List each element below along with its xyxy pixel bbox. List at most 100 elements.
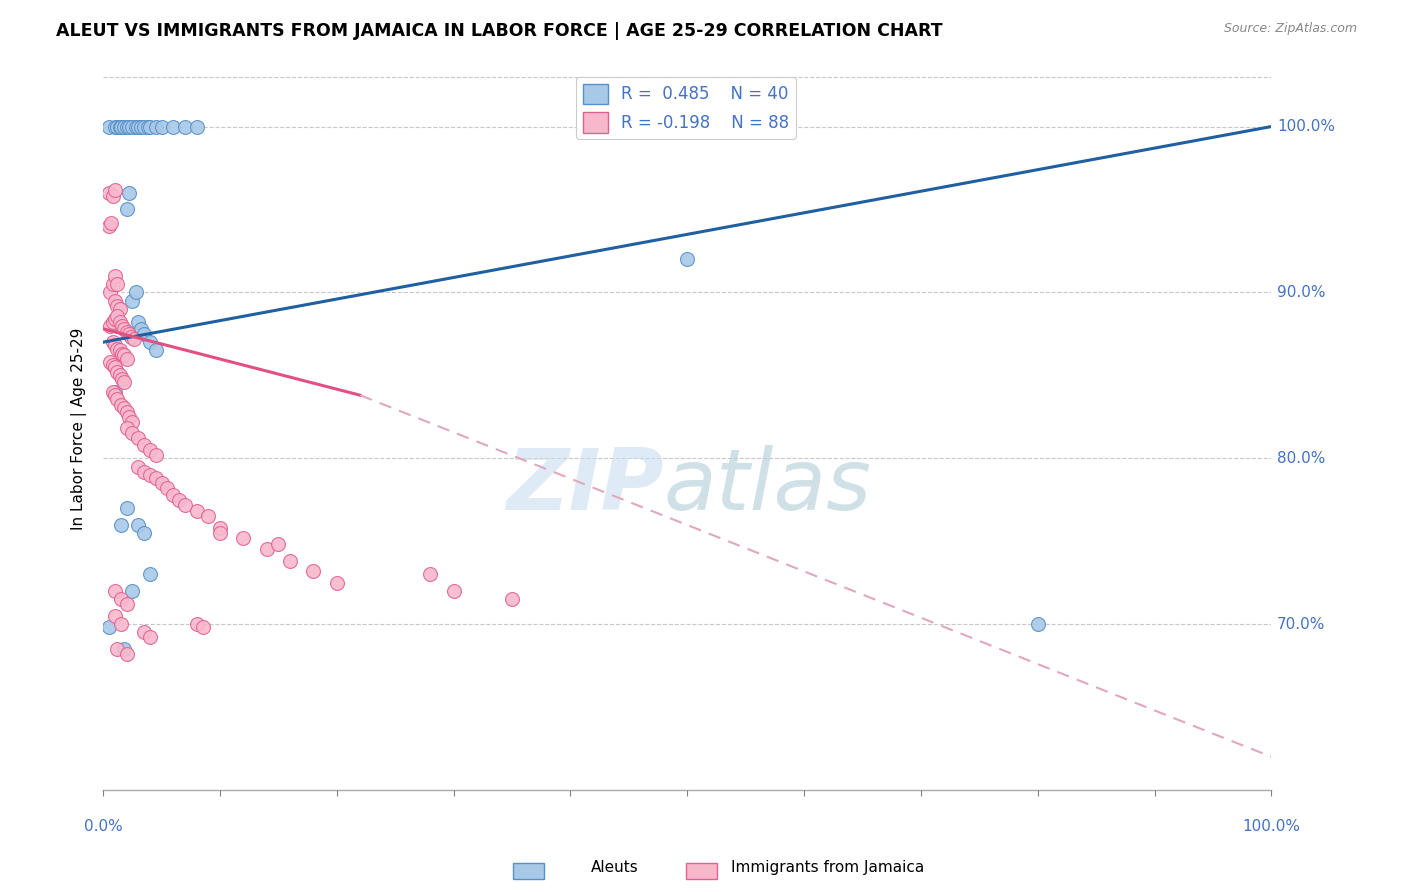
Point [121, 583, 143, 598]
Point [139, 467, 162, 482]
Point [115, 120, 138, 134]
Point [112, 375, 135, 389]
Point [150, 476, 173, 491]
Point [105, 120, 128, 134]
Point [115, 202, 138, 217]
Point [186, 617, 208, 632]
Text: atlas: atlas [664, 445, 872, 528]
Point [112, 401, 135, 416]
Point [111, 347, 134, 361]
Point [98, 186, 121, 200]
Point [208, 521, 231, 535]
Point [111, 318, 134, 333]
Point [105, 277, 128, 292]
Point [104, 359, 127, 374]
Point [100, 216, 122, 230]
Point [104, 312, 127, 326]
Point [122, 332, 145, 346]
Point [156, 481, 179, 495]
Point [112, 120, 135, 134]
Point [98, 620, 121, 634]
Point [150, 120, 173, 134]
Point [110, 517, 132, 532]
Point [110, 592, 132, 607]
Point [174, 498, 197, 512]
Point [101, 189, 124, 203]
Legend: R =  0.485    N = 40, R = -0.198    N = 88: R = 0.485 N = 40, R = -0.198 N = 88 [576, 77, 796, 139]
Point [127, 315, 149, 329]
Point [145, 343, 167, 358]
Point [326, 575, 349, 590]
Point [127, 517, 149, 532]
Point [115, 501, 138, 516]
Point [139, 567, 162, 582]
Point [162, 120, 184, 134]
Point [132, 326, 155, 341]
Text: 70.0%: 70.0% [1277, 616, 1326, 632]
Point [112, 348, 135, 362]
Point [118, 409, 141, 424]
Text: ZIP: ZIP [506, 445, 664, 528]
Point [104, 608, 127, 623]
Point [108, 120, 131, 134]
Point [105, 299, 128, 313]
Point [104, 120, 127, 134]
Point [162, 488, 184, 502]
Point [186, 120, 208, 134]
Point [105, 365, 128, 379]
Point [132, 120, 155, 134]
Point [121, 120, 143, 134]
Point [278, 554, 301, 568]
Point [125, 285, 148, 300]
Point [208, 525, 231, 540]
Point [145, 471, 167, 485]
Point [191, 620, 214, 634]
Point [105, 642, 128, 657]
Point [104, 384, 127, 399]
Point [115, 421, 138, 435]
Point [104, 183, 127, 197]
Point [125, 120, 148, 134]
Point [127, 459, 149, 474]
Point [110, 398, 132, 412]
Point [132, 465, 155, 479]
Point [232, 531, 254, 545]
Point [127, 120, 149, 134]
Point [267, 537, 290, 551]
Text: ALEUT VS IMMIGRANTS FROM JAMAICA IN LABOR FORCE | AGE 25-29 CORRELATION CHART: ALEUT VS IMMIGRANTS FROM JAMAICA IN LABO… [56, 22, 943, 40]
Point [101, 359, 124, 373]
Point [132, 625, 155, 640]
Point [167, 492, 190, 507]
Point [129, 322, 152, 336]
Point [115, 351, 138, 366]
Point [101, 315, 124, 329]
Point [98, 318, 121, 333]
Point [118, 326, 141, 341]
Point [104, 293, 127, 308]
Point [98, 285, 121, 300]
Point [115, 405, 138, 419]
Point [256, 542, 278, 557]
Point [174, 120, 197, 134]
Point [104, 583, 127, 598]
Point [118, 186, 141, 200]
Text: 90.0%: 90.0% [1277, 285, 1326, 300]
Point [115, 597, 138, 611]
Point [129, 120, 152, 134]
Point [105, 309, 128, 323]
Point [132, 438, 155, 452]
Point [105, 342, 128, 356]
Point [112, 322, 135, 336]
Point [104, 338, 127, 352]
Text: 100.0%: 100.0% [1243, 819, 1301, 834]
Point [110, 120, 132, 134]
Point [145, 120, 167, 134]
Point [121, 426, 143, 441]
Point [101, 384, 124, 399]
Point [108, 368, 131, 383]
Point [120, 330, 142, 344]
Point [98, 120, 121, 134]
Point [104, 268, 127, 283]
Point [112, 642, 135, 657]
Point [132, 525, 155, 540]
